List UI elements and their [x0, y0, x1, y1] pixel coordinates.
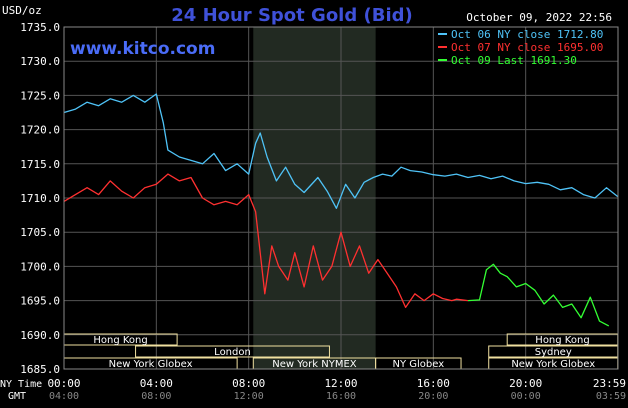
legend-item-oct06: Oct 06 NY close 1712.80: [451, 28, 603, 41]
x-tick-label-ny: 20:00: [509, 377, 542, 390]
x-tick-label-gmt: 16:00: [326, 391, 356, 402]
session-label: Sydney: [535, 347, 572, 358]
gmt-caption: GMT: [8, 391, 26, 402]
legend-item-oct07: Oct 07 NY close 1695.00: [451, 41, 603, 54]
y-tick-label: 1700.0: [20, 260, 60, 273]
session-label: London: [214, 347, 251, 358]
session-label: Hong Kong: [93, 335, 147, 346]
y-tick-labels: 1685.0 1690.0 1695.0 1700.0 1705.0 1710.0 1715…: [20, 21, 60, 376]
x-tick-label-gmt: 12:00: [234, 391, 264, 402]
price-series: [63, 93, 619, 327]
plot-frame: [63, 26, 619, 370]
session-box: [135, 345, 330, 358]
x-tick-label-ny: 16:00: [417, 377, 450, 390]
x-tick-label-ny: 23:59: [593, 377, 626, 390]
y-tick-label: 1690.0: [20, 329, 60, 342]
session-label: New York Globex: [109, 359, 193, 370]
y-tick-label: 1725.0: [20, 89, 60, 102]
y-tick-label: 1685.0: [20, 363, 60, 376]
y-tick-label: 1695.0: [20, 295, 60, 308]
x-tick-label-ny: 04:00: [140, 377, 173, 390]
x-tick-label-gmt: 00:00: [511, 391, 541, 402]
series-line-2: [467, 263, 610, 327]
y-tick-label: 1710.0: [20, 192, 60, 205]
x-tick-label-ny: 08:00: [232, 377, 265, 390]
session-label: New York Globex: [511, 359, 595, 370]
y-tick-label: 1735.0: [20, 21, 60, 34]
timestamp: October 09, 2022 22:56: [466, 11, 612, 24]
session-label: NY Globex: [393, 359, 445, 370]
watermark: www.kitco.com: [70, 39, 215, 59]
x-tick-label-gmt: 08:00: [141, 391, 171, 402]
session-label: Hong Kong: [535, 335, 589, 346]
legend: Oct 06 NY close 1712.80 Oct 07 NY close …: [438, 28, 603, 67]
y-tick-label: 1715.0: [20, 158, 60, 171]
x-axis-labels: 00:00 04:00 08:00 12:00 16:00 20:00 23:5904:00…: [47, 377, 626, 402]
y-tick-label: 1705.0: [20, 226, 60, 239]
x-tick-label-gmt: 03:59: [596, 391, 626, 402]
y-tick-label: 1720.0: [20, 124, 60, 137]
session-label: New York NYMEX: [272, 359, 357, 370]
x-tick-label-gmt: 04:00: [49, 391, 79, 402]
ny-time-caption: NY Time: [0, 379, 42, 390]
chart-title: 24 Hour Spot Gold (Bid): [171, 5, 412, 26]
x-tick-label-ny: 00:00: [47, 377, 80, 390]
x-tick-label-ny: 12:00: [324, 377, 357, 390]
y-tick-label: 1730.0: [20, 55, 60, 68]
y-unit-label: USD/oz: [2, 4, 42, 17]
series-line-1: [63, 173, 469, 309]
series-line-0: [63, 93, 619, 209]
x-tick-label-gmt: 20:00: [418, 391, 448, 402]
legend-item-oct09: Oct 09 Last 1691.30: [451, 54, 577, 67]
